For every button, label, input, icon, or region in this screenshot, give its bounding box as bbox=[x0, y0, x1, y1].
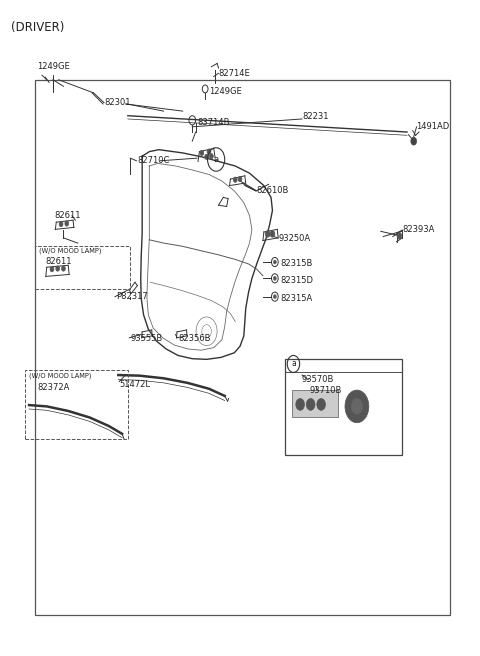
Text: 93250A: 93250A bbox=[278, 234, 310, 243]
Circle shape bbox=[204, 154, 208, 159]
Bar bbox=[25, 371, 128, 439]
Circle shape bbox=[345, 390, 369, 422]
Circle shape bbox=[317, 399, 325, 410]
Text: 83714B: 83714B bbox=[197, 117, 229, 127]
Circle shape bbox=[397, 233, 402, 239]
Circle shape bbox=[65, 221, 69, 226]
Text: (W/O MOOD LAMP): (W/O MOOD LAMP) bbox=[29, 373, 91, 379]
Text: 82714E: 82714E bbox=[218, 69, 250, 78]
Circle shape bbox=[207, 149, 211, 154]
Text: 82372A: 82372A bbox=[37, 383, 70, 392]
Text: 93555B: 93555B bbox=[130, 334, 163, 343]
Text: 82315D: 82315D bbox=[281, 276, 313, 285]
Text: 51472L: 51472L bbox=[120, 380, 151, 389]
Text: 1249GE: 1249GE bbox=[37, 62, 70, 72]
Bar bbox=[285, 359, 402, 455]
Text: 82231: 82231 bbox=[302, 112, 328, 121]
Bar bbox=[292, 390, 338, 417]
Circle shape bbox=[351, 399, 363, 414]
Circle shape bbox=[59, 222, 63, 227]
Circle shape bbox=[306, 399, 315, 410]
Circle shape bbox=[270, 231, 275, 237]
Circle shape bbox=[296, 399, 304, 410]
Text: 93710B: 93710B bbox=[309, 386, 342, 395]
Circle shape bbox=[233, 177, 237, 182]
Circle shape bbox=[274, 276, 276, 280]
Circle shape bbox=[61, 266, 65, 271]
Circle shape bbox=[200, 150, 204, 155]
Circle shape bbox=[411, 137, 417, 145]
Text: 82315B: 82315B bbox=[281, 260, 313, 268]
Text: 82315A: 82315A bbox=[281, 294, 313, 303]
Text: 82356B: 82356B bbox=[178, 334, 210, 343]
Text: P82317: P82317 bbox=[116, 292, 148, 301]
Text: 1249GE: 1249GE bbox=[209, 87, 242, 96]
Text: a: a bbox=[291, 359, 296, 369]
Text: 93570B: 93570B bbox=[301, 375, 334, 384]
Circle shape bbox=[56, 266, 60, 271]
Text: 82610B: 82610B bbox=[257, 186, 289, 195]
Text: 82611: 82611 bbox=[54, 211, 80, 220]
Circle shape bbox=[265, 231, 270, 237]
Bar bbox=[35, 247, 130, 289]
Bar bbox=[35, 80, 450, 615]
Text: 82301: 82301 bbox=[104, 98, 131, 107]
Text: 82611: 82611 bbox=[46, 257, 72, 266]
Circle shape bbox=[274, 260, 276, 264]
Text: 82393A: 82393A bbox=[402, 225, 434, 234]
Circle shape bbox=[209, 154, 213, 159]
Circle shape bbox=[238, 176, 242, 182]
Text: (DRIVER): (DRIVER) bbox=[11, 21, 64, 34]
Circle shape bbox=[50, 266, 54, 272]
Text: 1491AD: 1491AD bbox=[417, 122, 450, 131]
Text: 82710C: 82710C bbox=[137, 156, 170, 165]
Text: (W/O MOOD LAMP): (W/O MOOD LAMP) bbox=[38, 248, 101, 254]
Text: a: a bbox=[214, 155, 219, 164]
Circle shape bbox=[274, 295, 276, 298]
